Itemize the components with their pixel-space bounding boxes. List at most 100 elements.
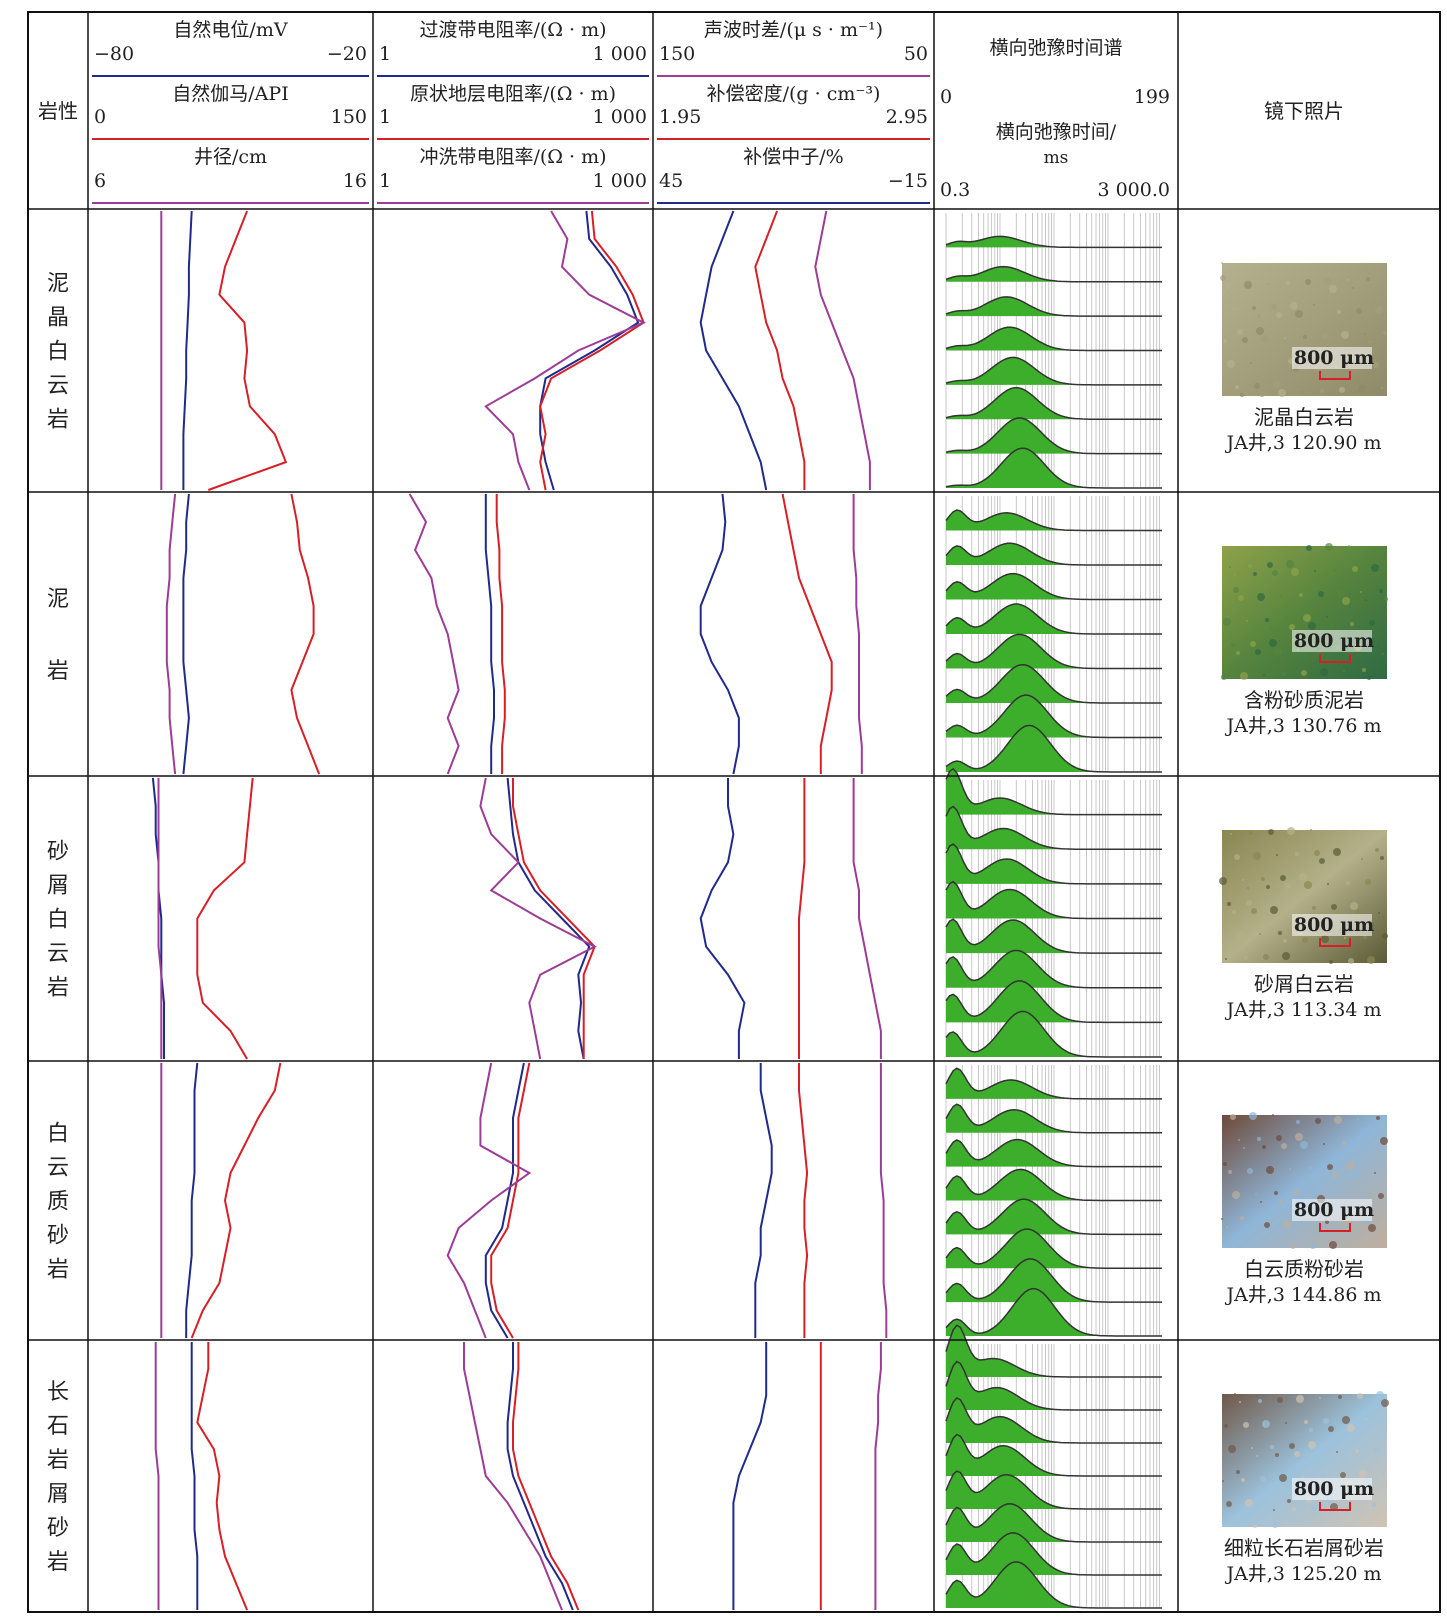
scale-bar-4 [1319,1502,1351,1511]
curve-RT_flushed-row-2 [479,777,597,1060]
spectrum-amp-max-label: 199 [1134,86,1170,108]
curve-AC-row-2 [852,778,882,1059]
curve-max-label-0-0: −20 [327,43,367,65]
curve-name-2-0: 声波时差/(μ s · m⁻¹) [704,19,883,41]
photo-texture [1266,885,1270,889]
scale-bar-2 [1319,938,1351,947]
photo-texture [1256,327,1264,335]
photo-texture [1356,850,1358,852]
spectrum-curve-row-3-1 [945,1103,1162,1134]
photo-texture [1279,1474,1287,1482]
photo-texture [1357,1118,1359,1120]
spectrum-fill-row-0-3 [946,327,1162,351]
photo-texture [1225,283,1231,289]
photo-texture [1333,568,1337,572]
photo-texture [1329,1241,1337,1249]
photo-texture [1295,310,1303,318]
spectrum-fill-row-0-2 [946,296,1162,317]
spectrum-curve-row-4-1 [945,1360,1162,1411]
photo-texture [1239,1401,1241,1403]
photo-texture [1372,1503,1376,1507]
photo-texture [1232,910,1236,914]
photo-texture [1369,341,1371,343]
photo-texture [1234,854,1240,860]
curve-AC-row-1 [852,494,863,774]
photo-texture [1249,831,1253,835]
photo-texture [1244,956,1248,960]
curve-GR-row-4 [196,1342,249,1611]
spectrum-fill-row-3-7 [946,1288,1162,1336]
spectrum-fill-row-3-5 [946,1229,1162,1269]
photo-texture [1242,337,1248,343]
photo-texture [1226,1501,1232,1507]
spectrum-fill-row-0-1 [946,266,1162,282]
photo-texture [1306,545,1312,551]
photo-texture [1327,883,1329,885]
photo-texture [1367,676,1371,680]
photo-texture [1378,912,1380,914]
photo-texture [1294,1451,1300,1457]
photo-texture [1323,1143,1325,1145]
photo-texture [1269,360,1273,364]
photo-texture [1356,308,1362,314]
photo-texture [1285,883,1291,889]
curve-min-label-0-1: 0 [94,106,106,128]
lithology-char-4-2: 岩 [47,1448,69,1473]
thin-section-photo-3 [1222,1115,1387,1248]
photo-texture [1370,1426,1372,1428]
photo-caption-2: 砂屑白云岩 [1254,972,1354,996]
curve-max-label-2-2: −15 [888,170,928,192]
photo-texture [1296,1120,1300,1124]
photo-texture [1304,881,1312,889]
spectrum-curve-row-3-2 [945,1138,1162,1168]
photo-texture [1277,1397,1283,1403]
lithology-char-4-1: 石 [47,1414,69,1439]
scale-label-2: 800 μm [1294,914,1374,936]
scale-label-bg [1292,914,1372,936]
curve-RT_transition-row-0 [539,210,640,491]
photo-texture [1273,381,1281,389]
photo-texture [1230,833,1232,835]
spectrum-curve-row-0-1 [945,265,1162,283]
spectrum-curve-row-0-4 [945,356,1162,386]
spectrum-curve-row-3-0 [945,1067,1162,1100]
photo-texture [1241,1478,1245,1482]
photo-texture [1373,904,1375,906]
photo-texture [1314,570,1316,572]
spectrum-curve-row-4-4 [945,1470,1162,1510]
spectrum-fill-row-4-0 [946,1325,1162,1377]
photo-texture [1373,362,1379,368]
photo-texture [1257,593,1265,601]
lithology-char-3-2: 质 [47,1190,69,1215]
photo-texture [1337,589,1345,597]
lithology-char-0-0: 泥 [47,272,69,297]
photo-texture [1276,854,1278,856]
photo-texture [1362,668,1366,672]
photo-texture [1308,1166,1312,1170]
photo-texture [1268,829,1274,835]
photo-texture [1237,329,1243,335]
photo-texture [1336,1451,1338,1453]
photo-texture [1283,939,1287,943]
photo-texture [1238,1139,1240,1141]
photo-texture [1369,1164,1371,1166]
photo-texture [1252,306,1256,310]
photo-texture [1267,562,1273,568]
spectrum-curve-row-1-2 [945,572,1162,601]
spectrum-fill-row-3-3 [946,1169,1162,1201]
photo-texture [1235,385,1239,389]
photo-texture [1221,262,1223,264]
photo-texture [1270,626,1274,630]
photo-texture [1359,1195,1363,1199]
photo-texture [1250,641,1256,647]
spectrum-fill-row-4-2 [946,1398,1162,1443]
photo-texture [1240,1216,1244,1220]
photo-texture [1251,1447,1253,1449]
photo-texture [1360,591,1362,593]
photo-texture [1361,858,1363,860]
photo-texture [1313,1449,1321,1457]
photo-texture [1245,1499,1253,1507]
photo-texture [1242,879,1244,881]
